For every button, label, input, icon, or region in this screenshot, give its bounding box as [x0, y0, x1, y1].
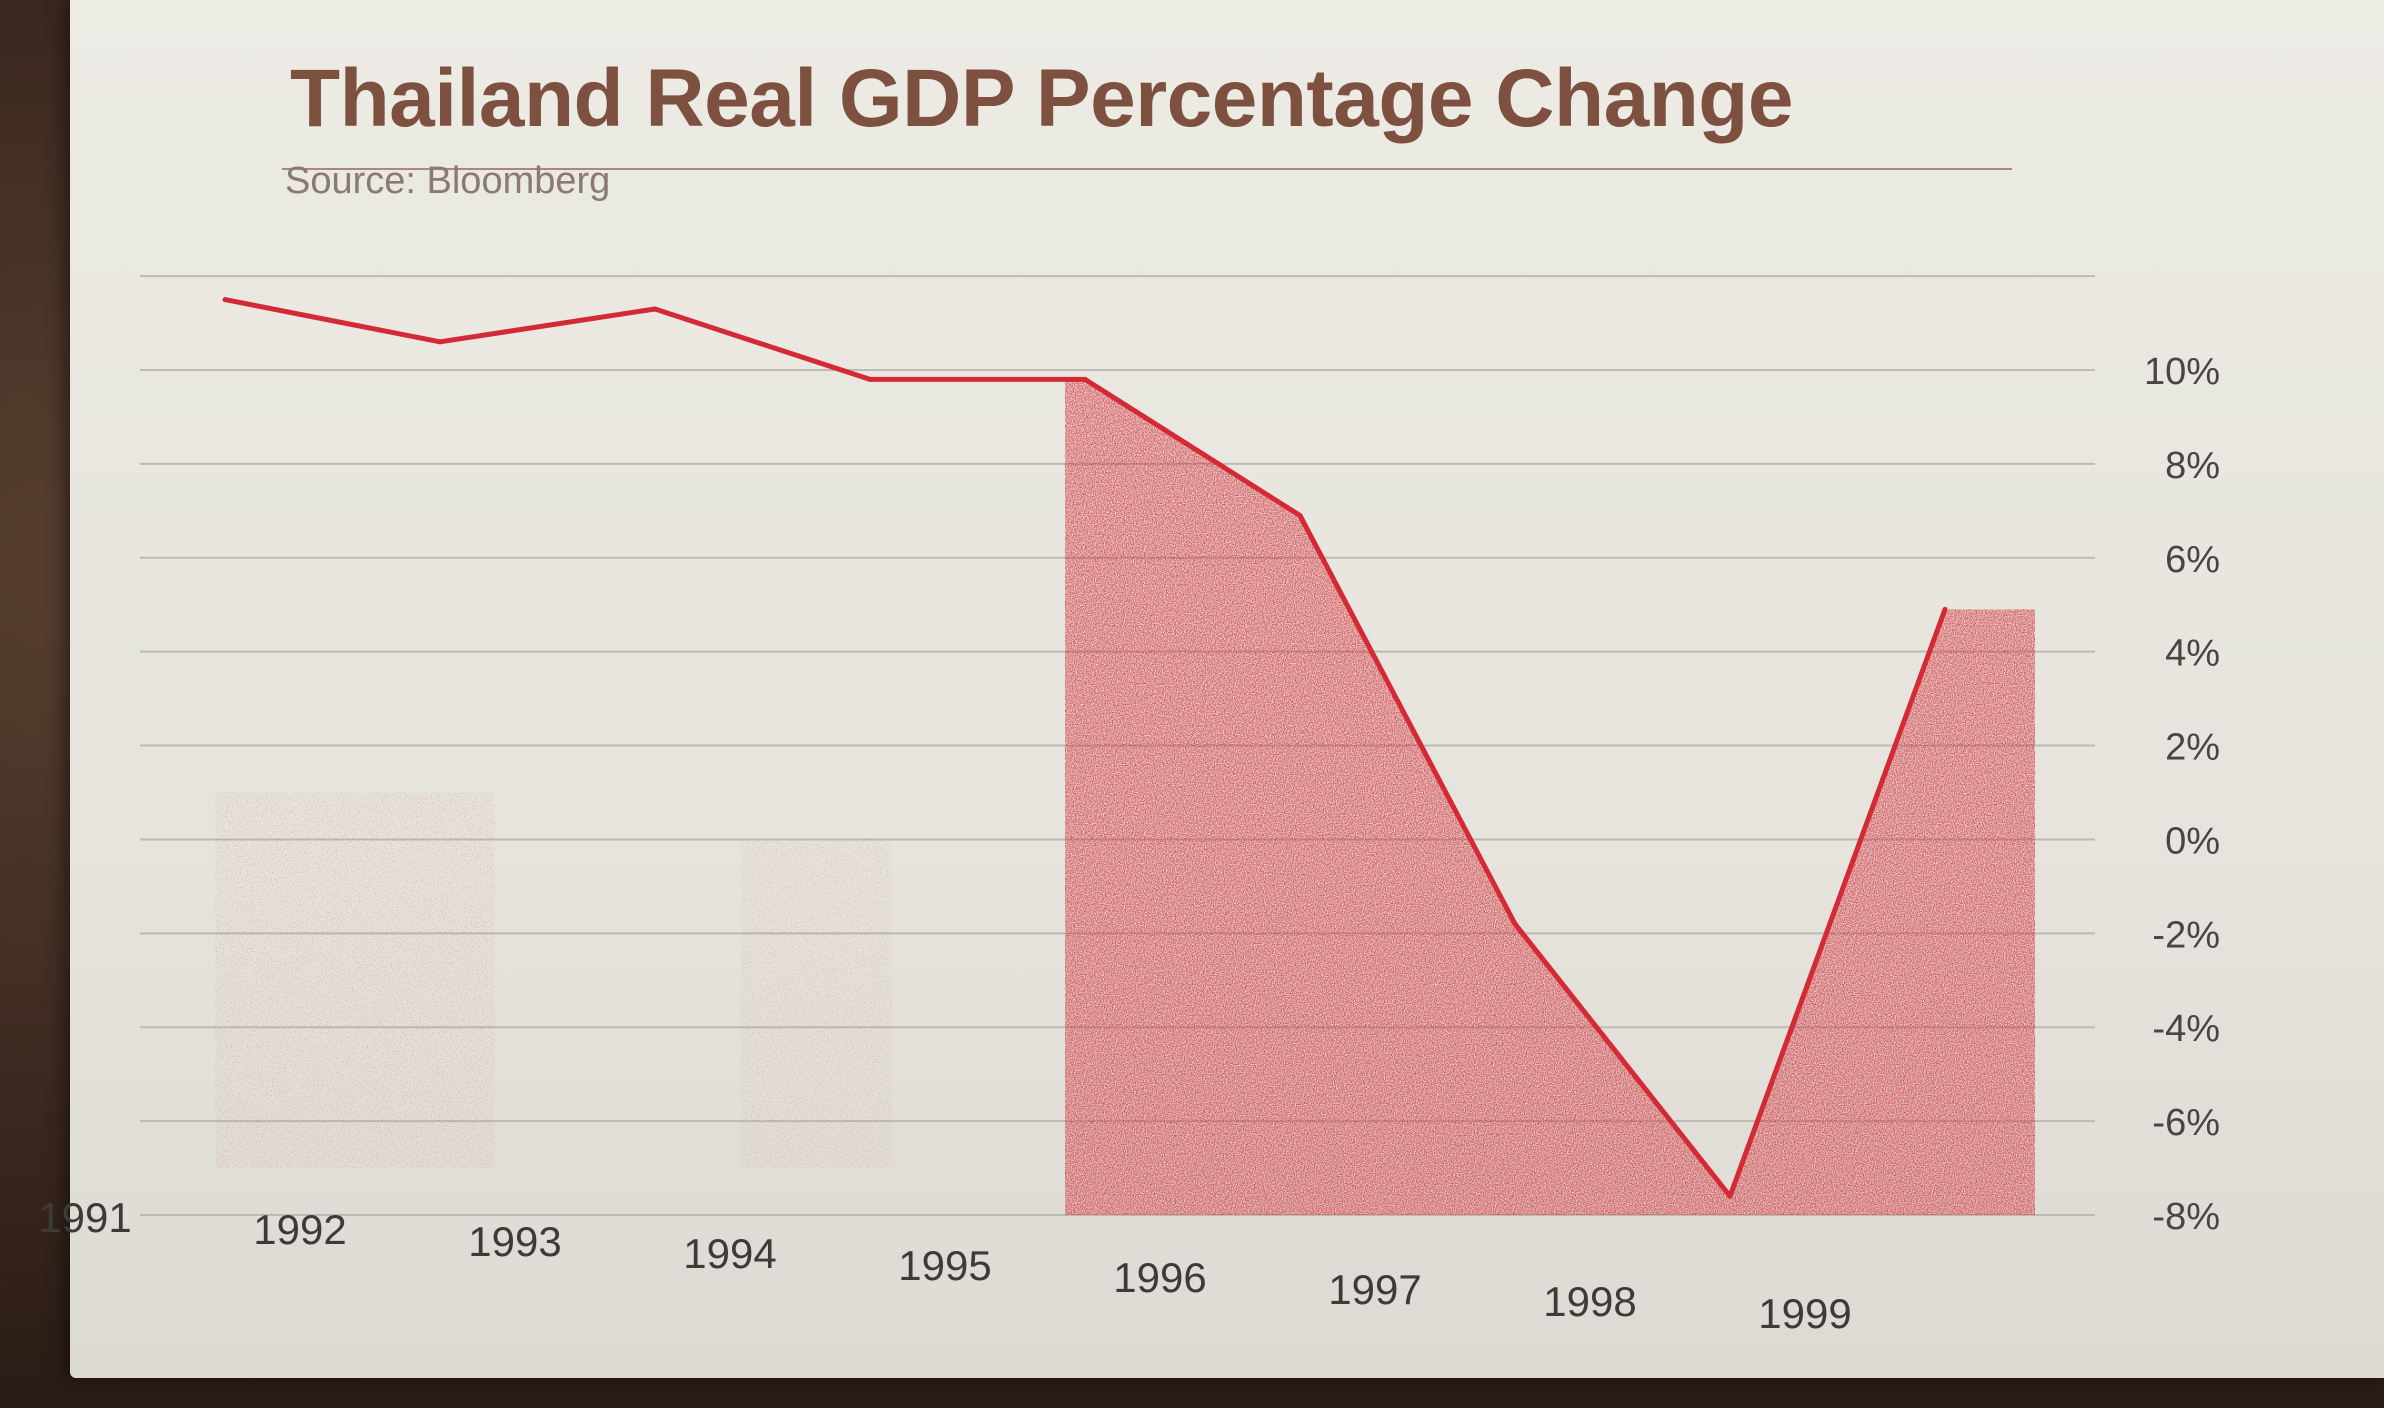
data-point-1998	[1727, 1193, 1733, 1199]
y-tick-label: 6%	[2165, 539, 2220, 581]
y-tick-label: 0%	[2165, 820, 2220, 862]
data-point-1993	[652, 306, 658, 312]
y-tick-label: 2%	[2165, 727, 2220, 769]
data-point-1992	[437, 339, 443, 345]
title-underline	[282, 168, 2012, 170]
data-point-1991	[222, 297, 228, 303]
x-tick-label: 1999	[1758, 1290, 1851, 1337]
y-axis-ticks: 10% 8% 6% 4% 2% 0% -2% -4% -6% -8%	[2144, 351, 2220, 1238]
x-tick-label: 1997	[1328, 1266, 1421, 1313]
y-tick-label: -2%	[2152, 914, 2220, 956]
faint-area-fill	[215, 792, 892, 1169]
x-axis-ticks: 1991 1992 1993 1994 1995 1996 1997 1998 1999	[38, 1194, 1851, 1337]
x-tick-label: 1998	[1543, 1278, 1636, 1325]
x-tick-label: 1994	[683, 1230, 776, 1277]
x-tick-label: 1996	[1113, 1254, 1206, 1301]
x-tick-label: 1993	[468, 1218, 561, 1265]
area-fill-shape	[1065, 379, 2035, 1215]
series-line-group	[222, 297, 1948, 1199]
x-tick-label: 1992	[253, 1206, 346, 1253]
chart-subtitle: Source: Bloomberg	[285, 160, 611, 202]
data-point-1995	[1082, 376, 1088, 382]
data-point-1999	[1942, 606, 1948, 612]
x-tick-label: 1991	[38, 1194, 131, 1241]
faint-fill-mid	[741, 839, 892, 1169]
data-point-1994	[867, 376, 873, 382]
data-point-1996	[1297, 513, 1303, 519]
faint-fill-left	[215, 792, 495, 1169]
y-tick-label: 8%	[2165, 445, 2220, 487]
chart-title: Thailand Real GDP Percentage Change	[290, 53, 1793, 144]
x-tick-label: 1995	[898, 1242, 991, 1289]
area-fill	[1065, 379, 2035, 1215]
y-tick-label: -4%	[2152, 1008, 2220, 1050]
y-tick-label: 10%	[2144, 351, 2220, 393]
data-point-1997	[1512, 921, 1518, 927]
y-tick-label: -6%	[2152, 1102, 2220, 1144]
y-tick-label: -8%	[2152, 1196, 2220, 1238]
y-tick-label: 4%	[2165, 633, 2220, 675]
